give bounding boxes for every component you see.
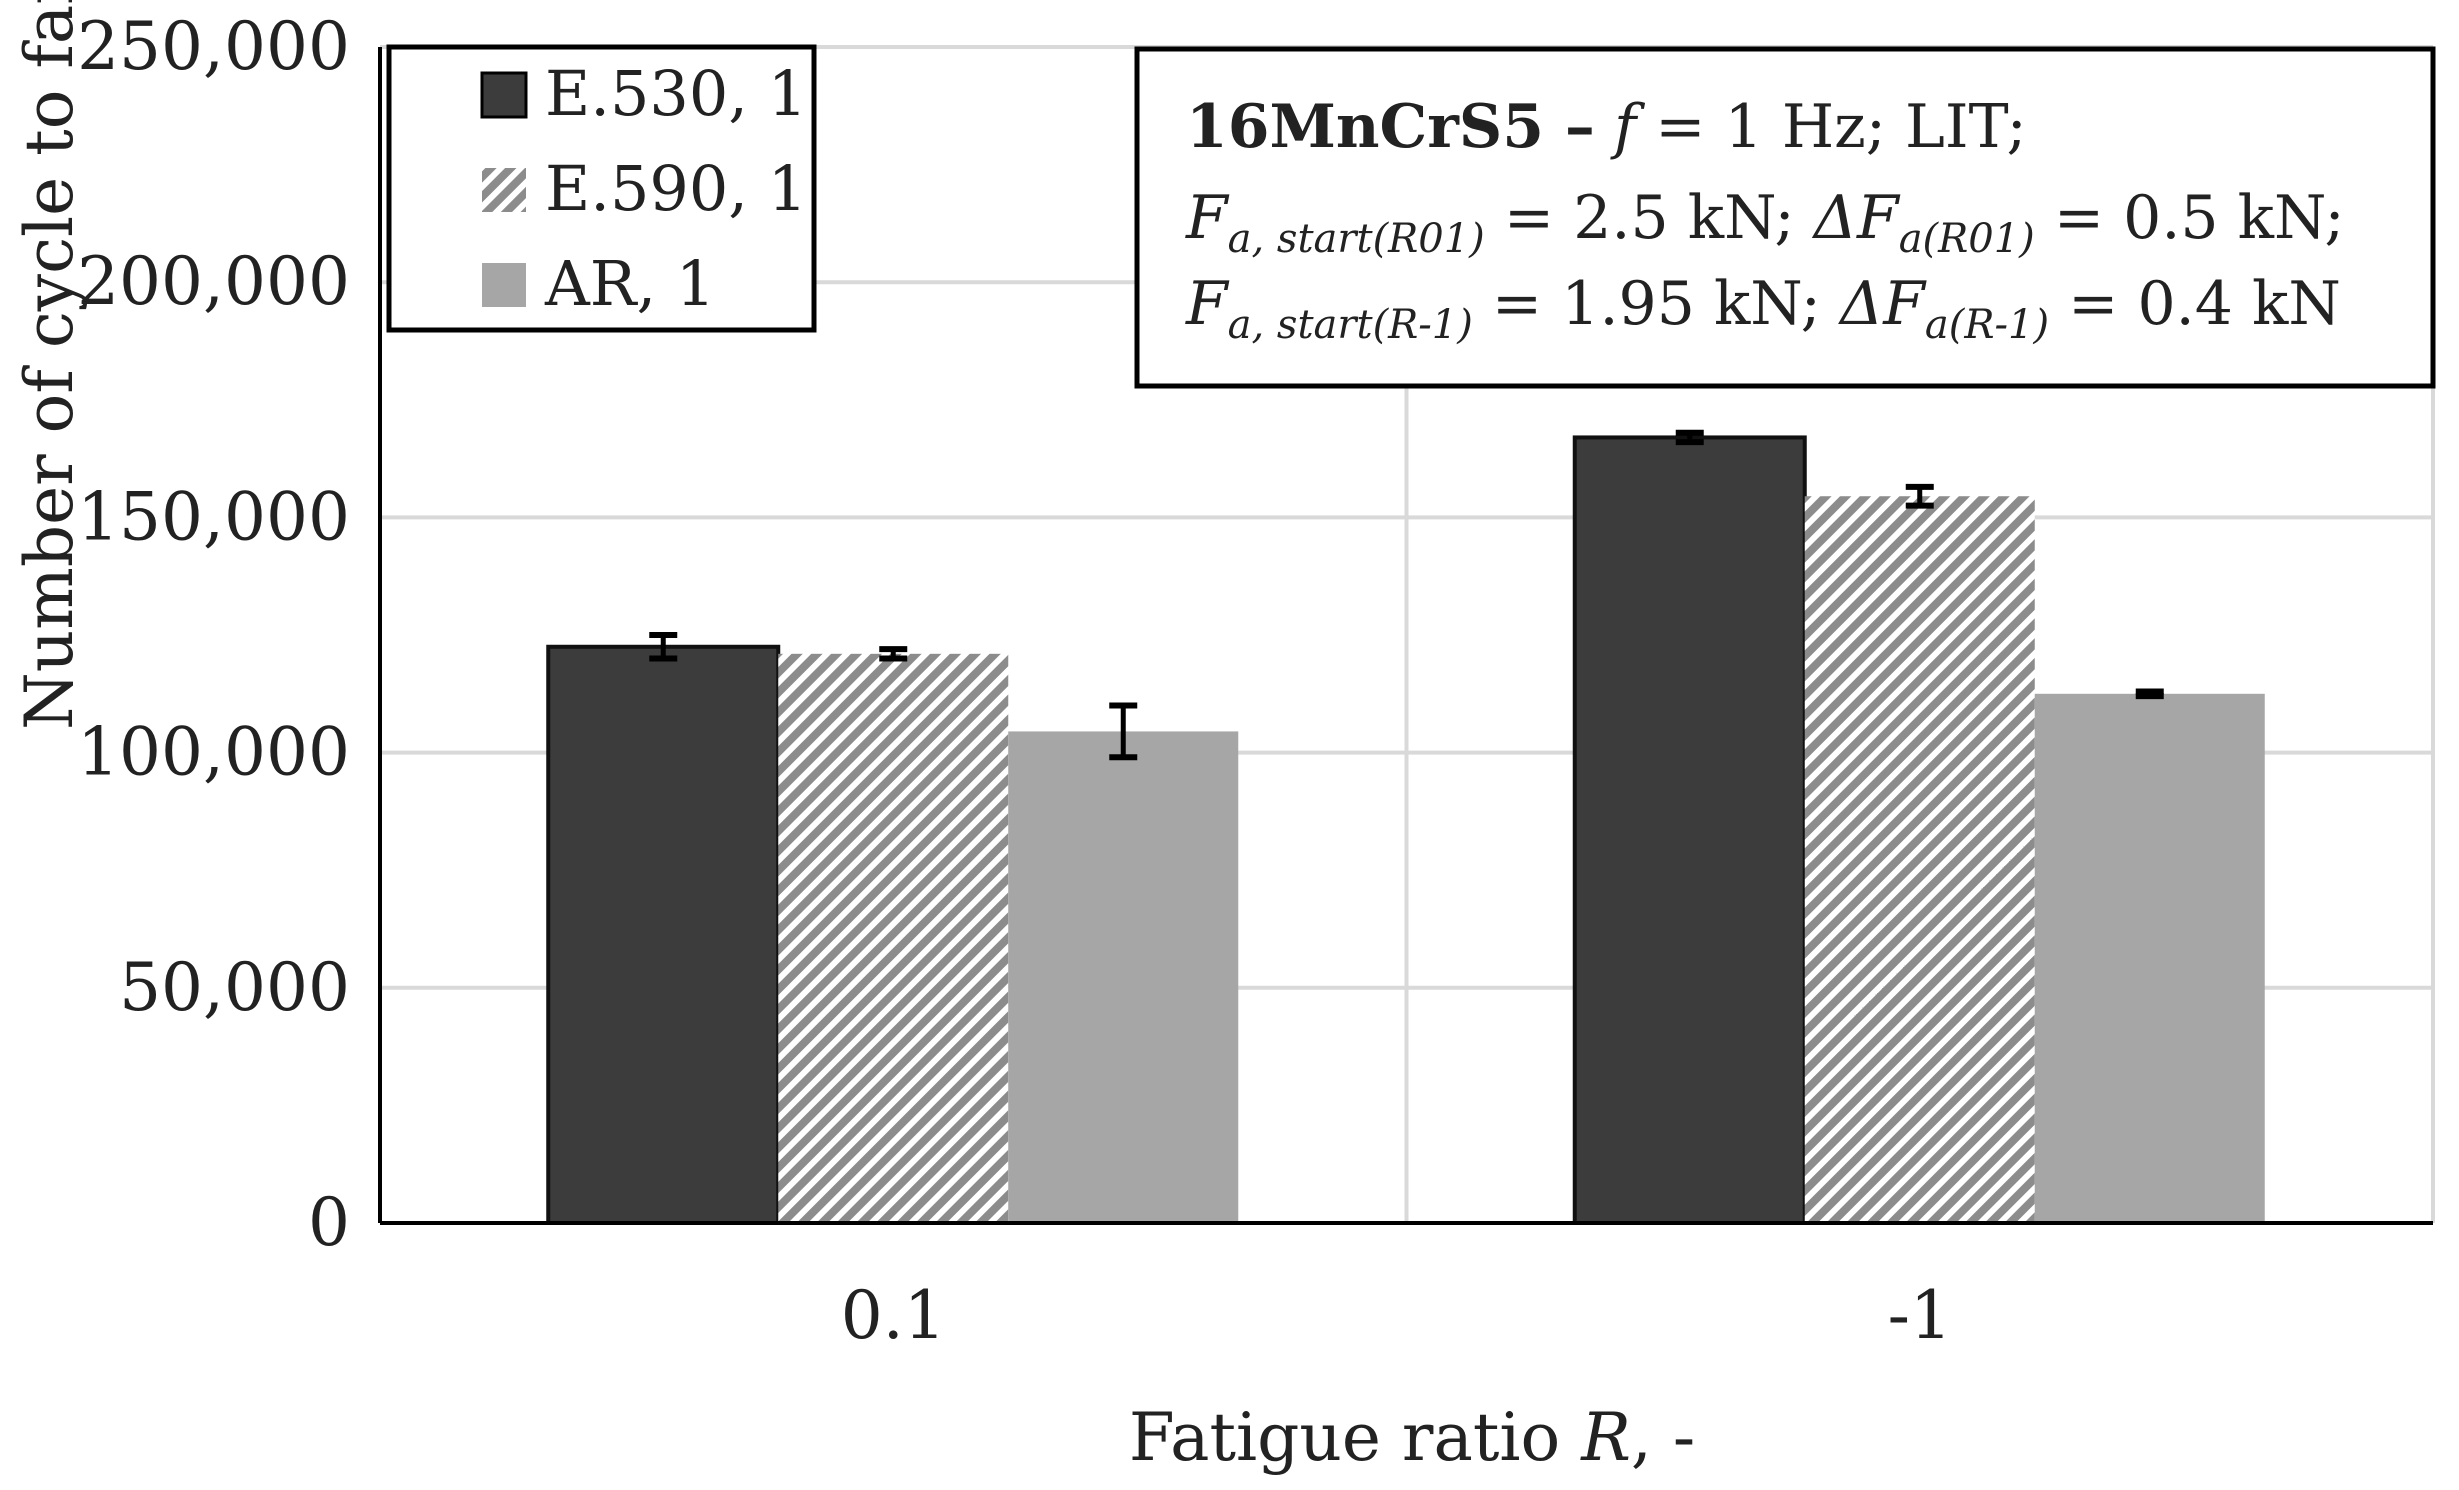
force-subscript-r01: a, start(R01)	[1228, 216, 1485, 262]
y-axis-title: Number of cycle to failure Nf, -	[11, 0, 97, 730]
axes	[378, 47, 2433, 1225]
frequency-text: = 1 Hz; LIT;	[1636, 92, 2027, 162]
legend-swatch-ar	[482, 263, 526, 307]
y-tick-label: 200,000	[77, 243, 350, 320]
legend: E.530, 1 E.590, 1 AR, 1	[386, 44, 817, 333]
y-tick-labels: 0 50,000 100,000 150,000 200,000 250,000	[77, 8, 350, 1261]
legend-box	[386, 44, 817, 333]
delta-force-value-r-1: = 0.4 kN	[2049, 269, 2341, 339]
force-symbol-r01: F	[1185, 183, 1230, 253]
annotation-frame	[1134, 46, 2436, 389]
delta-force-subscript-r01: a(R01)	[1899, 216, 2035, 262]
error-bar	[1109, 702, 1138, 761]
y-tick-label: 250,000	[77, 8, 350, 85]
x-tick-label: -1	[1888, 1277, 1952, 1354]
x-axis-title-text: Fatigue ratio	[1129, 1399, 1581, 1476]
bar-e-590-1-0.1	[778, 653, 1009, 1223]
force-value-r-1: = 1.95 kN;	[1473, 269, 1840, 339]
y-tick-label: 50,000	[119, 949, 350, 1026]
y-tick-label: 150,000	[77, 478, 350, 555]
delta-force-value-r01: = 0.5 kN;	[2035, 183, 2345, 253]
annotation-line-2: Fa, start(R01) = 2.5 kN; ΔFa(R01) = 0.5 …	[1185, 183, 2345, 262]
bar-e-530-1--1	[1572, 435, 1807, 1225]
delta-force-subscript-r-1: a(R-1)	[1925, 302, 2049, 348]
legend-label-ar: AR, 1	[544, 247, 715, 320]
force-value-r01: = 2.5 kN;	[1485, 183, 1814, 253]
error-bar	[1905, 483, 1934, 509]
y-tick-label: 0	[308, 1184, 350, 1261]
annotation-line-3: Fa, start(R-1) = 1.95 kN; ΔFa(R-1) = 0.4…	[1185, 269, 2341, 348]
legend-swatch-e530	[480, 71, 528, 119]
delta-force-symbol-r-1: ΔF	[1838, 269, 1927, 339]
error-bar	[2135, 688, 2164, 700]
x-axis-title-unit: , -	[1631, 1399, 1695, 1476]
annotation-line-1: 16MnCrS5 – f = 1 Hz; LIT;	[1186, 92, 2027, 162]
bar-e-590-1--1	[1804, 496, 2035, 1223]
x-tick-labels: 0.1 -1	[841, 1277, 1952, 1354]
legend-label-e530: E.530, 1	[545, 57, 807, 130]
x-tick-label: 0.1	[841, 1277, 946, 1354]
error-bar	[649, 632, 678, 662]
legend-swatch-e590	[482, 168, 526, 212]
bar-ar-1-0.1	[1008, 731, 1239, 1223]
force-subscript-r-1: a, start(R-1)	[1228, 302, 1473, 348]
x-axis-title: Fatigue ratio R, -	[1129, 1399, 1695, 1476]
bar-e-530-1-0.1	[546, 644, 781, 1225]
annotation-box: 16MnCrS5 – f = 1 Hz; LIT; Fa, start(R01)…	[1134, 46, 2436, 389]
delta-force-symbol-r01: ΔF	[1812, 183, 1901, 253]
y-axis-title-text: Number of cycle to failure	[11, 0, 88, 730]
y-tick-label: 100,000	[77, 714, 350, 791]
error-bar	[879, 646, 908, 662]
bar-ar-1--1	[2034, 693, 2265, 1223]
x-axis-title-symbol: R	[1580, 1399, 1631, 1476]
bars	[546, 429, 2265, 1225]
legend-label-e590: E.590, 1	[545, 152, 807, 225]
error-bar	[1675, 429, 1704, 446]
material-label: 16MnCrS5 –	[1186, 92, 1595, 162]
force-symbol-r-1: F	[1185, 269, 1230, 339]
